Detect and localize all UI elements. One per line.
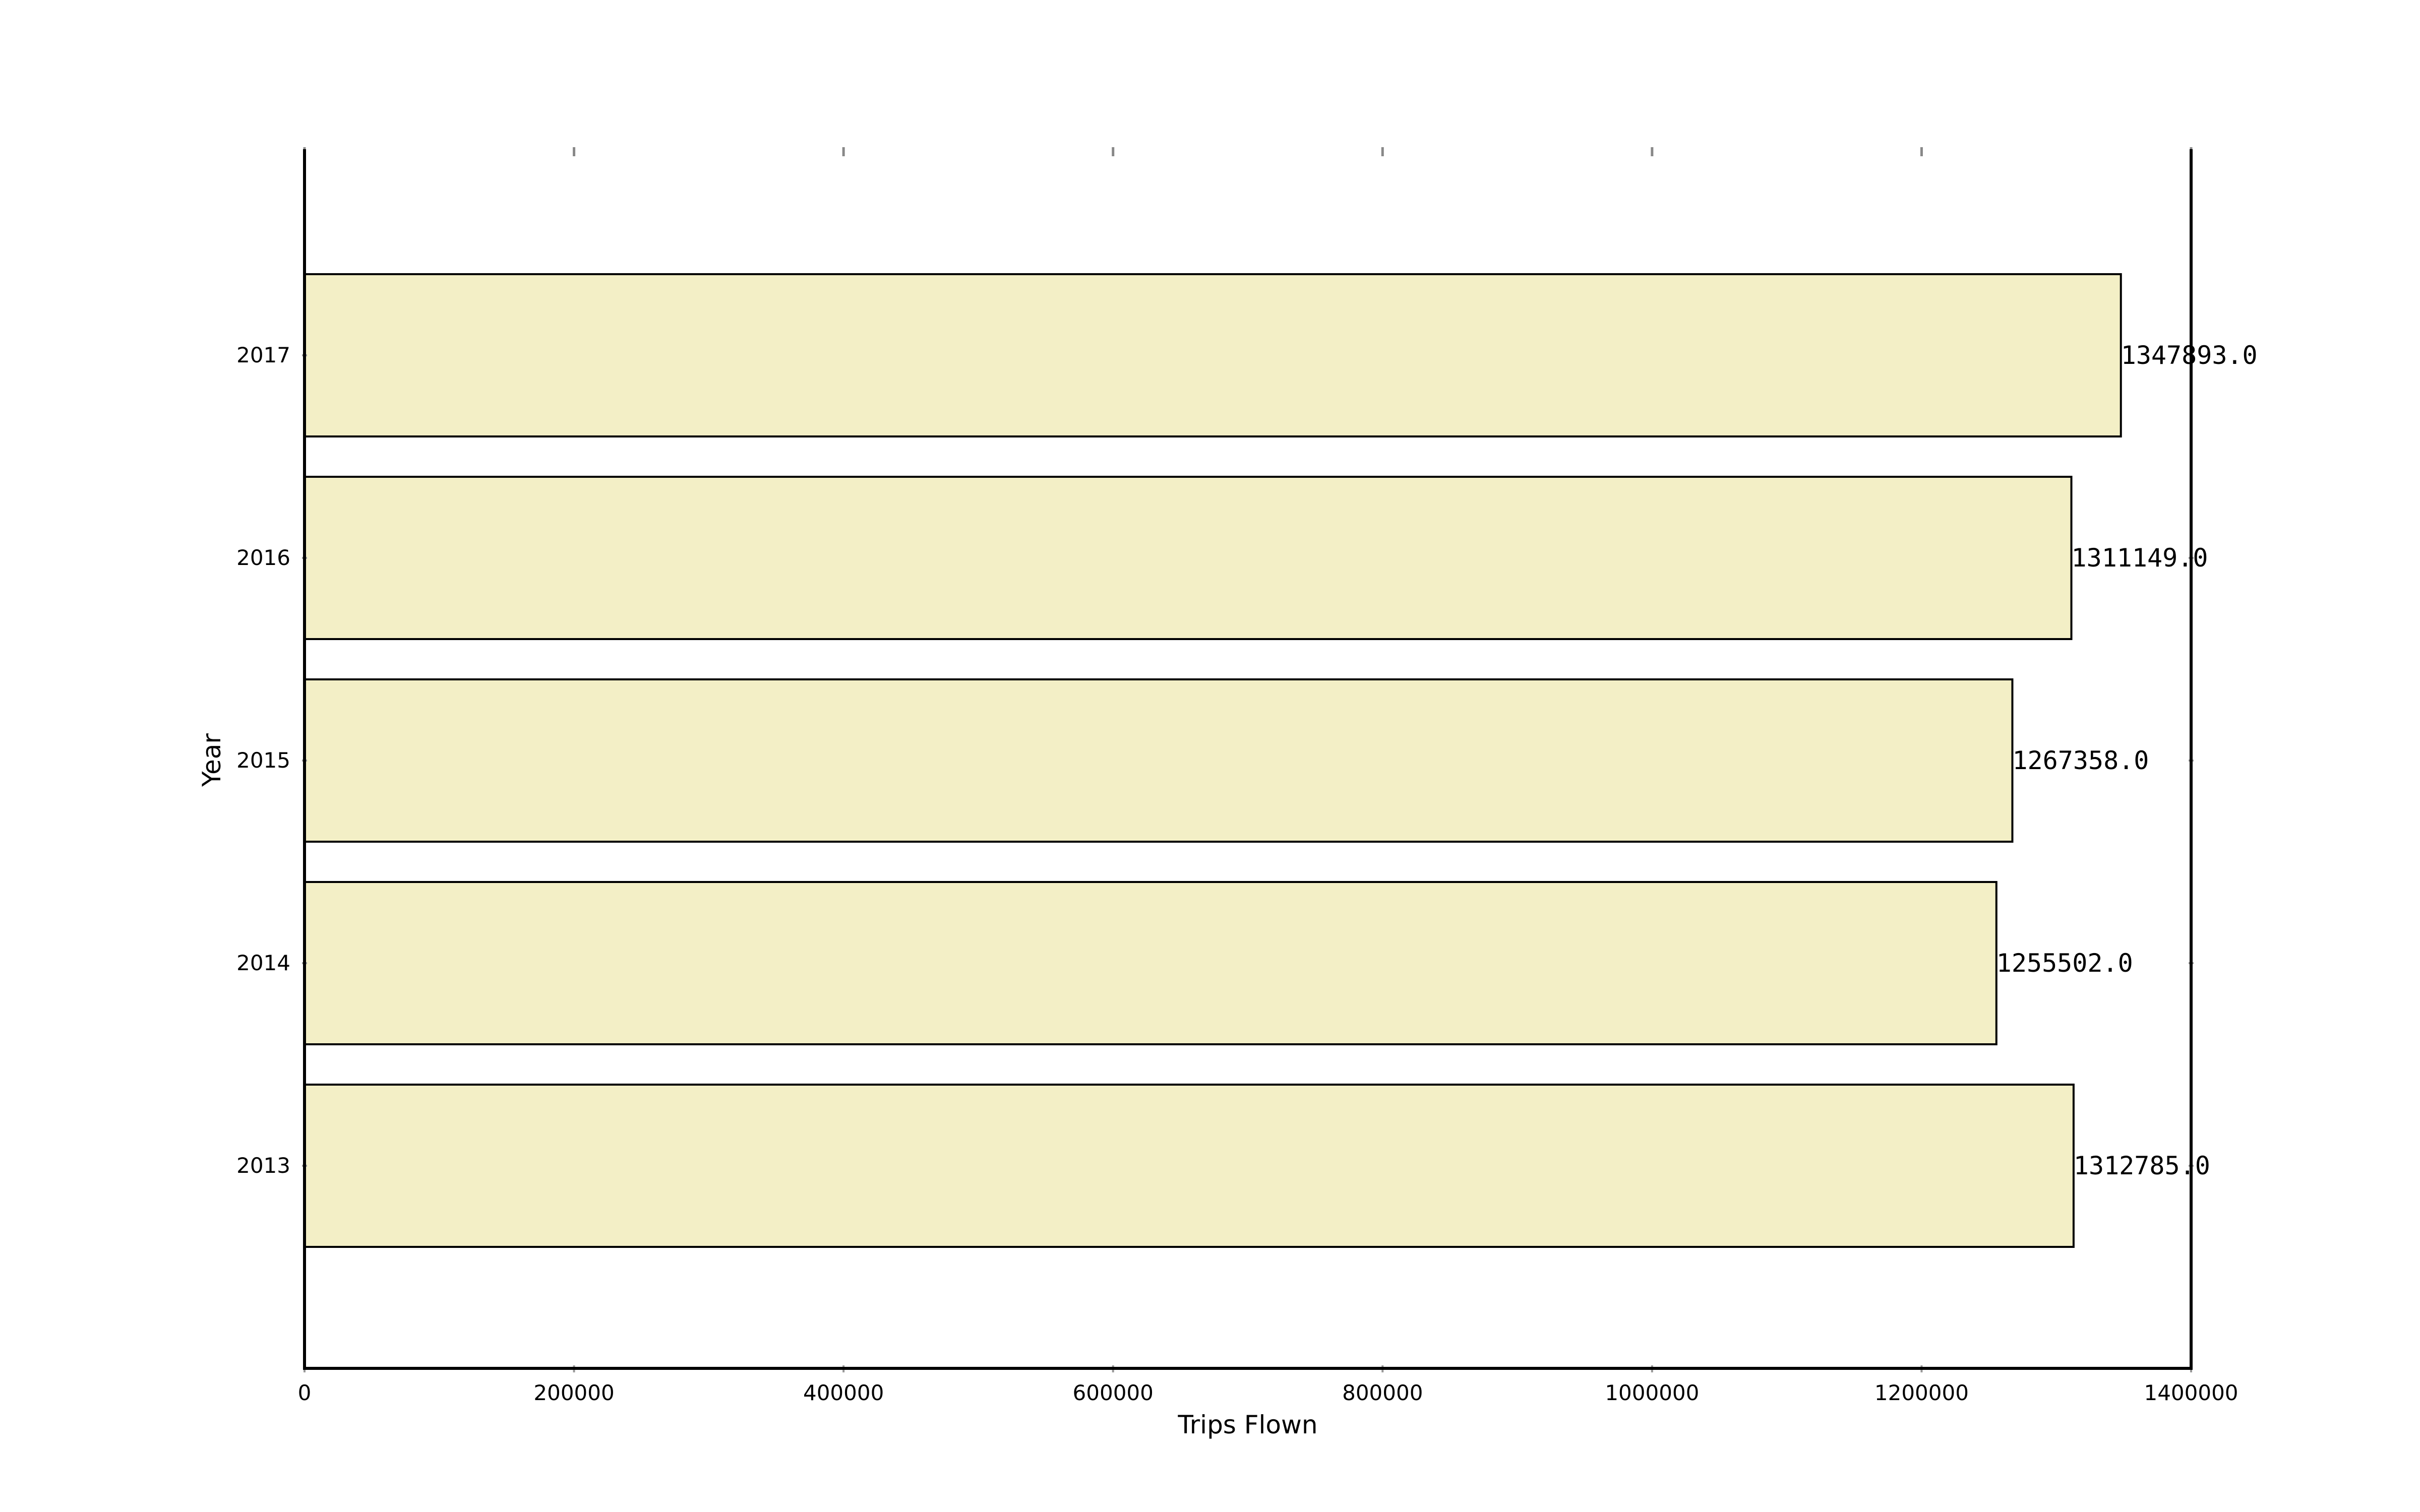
x-tick-label: 1200000: [1874, 1380, 1969, 1405]
y-tick-label: 2016: [236, 545, 290, 570]
x-tick-label: 1000000: [1605, 1380, 1699, 1405]
x-tick-label: 800000: [1342, 1380, 1423, 1405]
axes-layer: [302, 147, 2194, 1372]
x-axis-title: Trips Flown: [1177, 1410, 1317, 1439]
data-label: 1347893.0: [2121, 341, 2258, 370]
data-label: 1311149.0: [2072, 543, 2208, 573]
bar: [304, 881, 1998, 1045]
data-label: 1267358.0: [2012, 746, 2149, 775]
x-tick-label: 0: [298, 1380, 312, 1405]
bars-layer: [304, 273, 2122, 1248]
x-tick-label: 600000: [1073, 1380, 1154, 1405]
bar: [304, 1084, 2075, 1248]
x-tick-label: 400000: [803, 1380, 884, 1405]
y-tick-label: 2015: [236, 748, 290, 773]
y-axis-title: Year: [197, 733, 226, 787]
bar: [304, 678, 2014, 843]
x-tick-label: 200000: [533, 1380, 614, 1405]
data-label: 1312785.0: [2074, 1151, 2210, 1180]
x-tick-label: 1400000: [2144, 1380, 2238, 1405]
data-label: 1255502.0: [1996, 949, 2133, 978]
bar: [304, 273, 2122, 437]
y-tick-label: 2014: [236, 951, 290, 975]
labels-layer: 2013 1312785.0 2014 1255502.0 2015 1267358.0 2…: [236, 341, 2258, 1405]
y-tick-label: 2013: [236, 1153, 290, 1178]
y-tick-label: 2017: [236, 343, 290, 367]
bar: [304, 476, 2073, 640]
